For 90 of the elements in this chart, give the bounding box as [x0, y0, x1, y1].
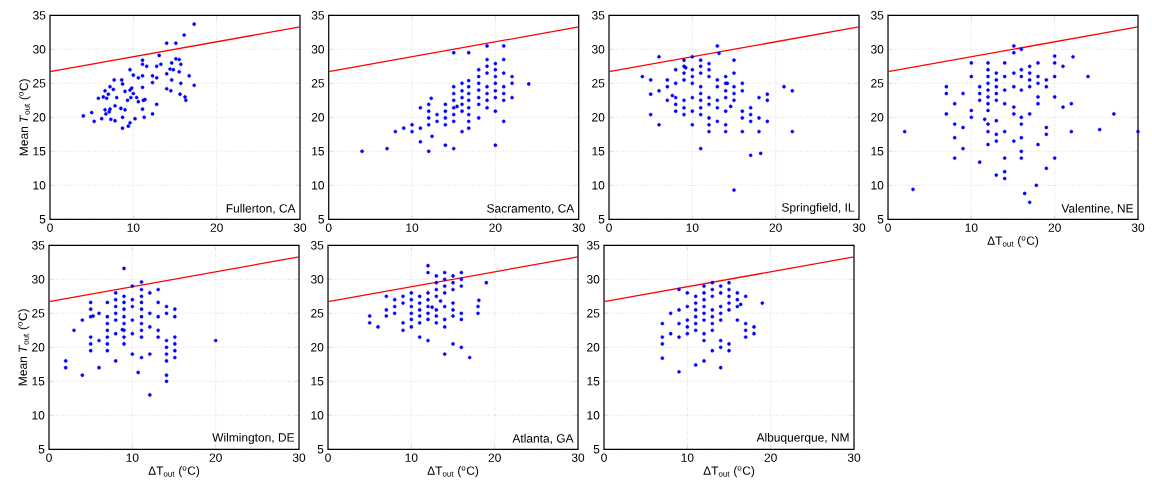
x-tick-label: 30	[847, 453, 861, 462]
x-tick-label: 0	[606, 223, 612, 232]
x-tick-label: 0	[46, 453, 52, 462]
y-tick-label: 5	[877, 215, 884, 224]
x-tick-label: 10	[686, 223, 699, 232]
x-axis-title: ΔT$_{out}$ ($^{o}$C)	[148, 466, 200, 478]
x-tick-label: 0	[885, 223, 891, 232]
y-tick-label: 25	[33, 79, 46, 88]
x-tick-label: 30	[1131, 223, 1145, 232]
annotation: Springfield, IL	[782, 202, 855, 215]
y-tick-label: 20	[871, 113, 884, 122]
y-tick-label: 10	[33, 181, 46, 190]
x-tick-label: 20	[488, 453, 501, 462]
x-axis-title: ΔT$_{out}$ ($^{o}$C)	[703, 466, 755, 478]
y-tick-label: 25	[592, 79, 605, 88]
x-tick-label: 30	[571, 453, 585, 462]
y-tick-label: 25	[587, 309, 600, 318]
y-tick-label: 5	[598, 215, 605, 224]
y-tick-label: 20	[32, 343, 45, 352]
y-tick-label: 10	[311, 411, 324, 420]
y-tick-label: 15	[587, 377, 600, 386]
y-axis-title: Mean T$_{out}$ ($^{o}$C)	[19, 79, 31, 156]
y-tick-label: 30	[586, 275, 600, 284]
y-tick-label: 30	[591, 45, 605, 54]
x-tick-label: 20	[764, 453, 777, 462]
y-tick-label: 35	[591, 11, 605, 20]
x-tick-label: 10	[126, 453, 139, 462]
y-tick-label: 15	[312, 147, 325, 156]
y-tick-label: 15	[871, 147, 884, 156]
y-tick-label: 35	[870, 11, 884, 20]
x-tick-label: 10	[681, 453, 694, 462]
y-tick-label: 25	[311, 309, 324, 318]
y-tick-label: 10	[312, 181, 325, 190]
y-tick-label: 10	[871, 181, 884, 190]
annotation: Valentine, NE	[1061, 203, 1134, 215]
annotation: Atlanta, GA	[512, 433, 574, 445]
y-tick-label: 5	[38, 445, 45, 454]
y-tick-label: 20	[33, 113, 46, 122]
y-tick-label: 25	[32, 309, 45, 318]
y-axis-title: Mean T$_{out}$ ($^{o}$C)	[18, 309, 30, 386]
annotation: Fullerton, CA	[226, 203, 296, 215]
x-tick-label: 0	[325, 223, 332, 232]
y-tick-label: 25	[311, 79, 325, 88]
y-tick-label: 35	[31, 241, 45, 250]
x-tick-label: 10	[965, 223, 978, 232]
y-tick-label: 20	[311, 113, 325, 122]
x-tick-label: 30	[852, 223, 866, 232]
y-tick-label: 20	[592, 113, 605, 122]
x-tick-label: 10	[405, 453, 418, 462]
y-tick-label: 35	[586, 241, 600, 250]
y-tick-label: 5	[317, 445, 324, 454]
y-tick-label: 10	[587, 411, 600, 420]
x-tick-label: 20	[209, 453, 222, 462]
x-tick-label: 20	[210, 223, 223, 232]
x-axis-title: ΔT$_{out}$ ($^{o}$C)	[427, 466, 479, 478]
y-tick-label: 15	[33, 147, 46, 156]
x-tick-label: 10	[127, 223, 140, 232]
x-tick-label: 10	[406, 223, 419, 232]
y-tick-label: 15	[311, 377, 324, 386]
x-tick-label: 30	[293, 223, 307, 232]
x-tick-label: 0	[601, 453, 607, 462]
y-tick-label: 10	[592, 181, 605, 190]
y-tick-label: 25	[871, 79, 884, 88]
x-tick-label: 0	[47, 223, 53, 232]
y-tick-label: 35	[310, 241, 324, 250]
y-tick-label: 10	[32, 411, 45, 420]
y-tick-label: 35	[311, 11, 325, 20]
annotation: Sacramento, CA	[487, 204, 575, 215]
y-tick-label: 20	[587, 343, 600, 352]
annotation: Wilmington, DE	[212, 432, 295, 445]
y-tick-label: 5	[318, 215, 325, 224]
y-tick-label: 30	[310, 275, 324, 284]
annotation: Albuquerque, NM	[756, 432, 849, 445]
y-tick-label: 5	[593, 445, 600, 454]
x-tick-label: 20	[1048, 223, 1061, 232]
x-tick-label: 20	[769, 223, 782, 232]
y-tick-label: 30	[311, 45, 325, 54]
y-tick-label: 15	[32, 377, 45, 386]
x-tick-label: 20	[489, 223, 502, 232]
y-tick-label: 20	[311, 343, 324, 352]
x-tick-label: 0	[325, 453, 331, 462]
y-tick-label: 30	[31, 275, 45, 284]
y-tick-label: 35	[32, 11, 46, 20]
x-axis-title: ΔT$_{out}$ ($^{o}$C)	[987, 236, 1039, 248]
x-tick-label: 30	[572, 223, 585, 232]
y-tick-label: 30	[870, 45, 884, 54]
x-tick-label: 30	[292, 453, 306, 462]
y-tick-label: 15	[592, 147, 605, 156]
y-tick-label: 30	[32, 45, 46, 54]
y-tick-label: 5	[39, 215, 46, 224]
